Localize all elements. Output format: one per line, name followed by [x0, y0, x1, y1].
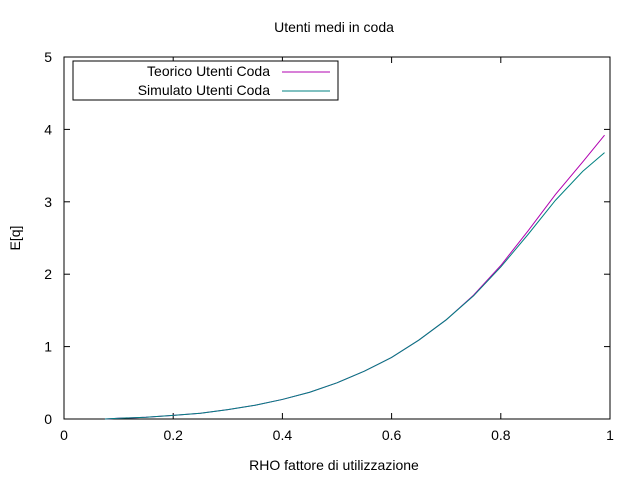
x-tick-label: 1: [606, 427, 614, 443]
y-tick-label: 5: [44, 49, 52, 65]
x-axis: 0 0.2 0.4 0.6 0.8 1: [60, 57, 614, 443]
legend-label-simulato: Simulato Utenti Coda: [138, 82, 271, 98]
plot-frame: [63, 56, 611, 420]
legend-box: [72, 60, 339, 101]
x-tick-label: 0.6: [382, 427, 402, 443]
legend-label-teorico: Teorico Utenti Coda: [147, 63, 270, 79]
series-line-simulato: [104, 152, 605, 420]
y-tick-label: 3: [44, 194, 52, 210]
x-tick-label: 0.2: [163, 427, 183, 443]
y-tick-label: 2: [44, 266, 52, 282]
y-axis: 0 1 2 3 4 5: [44, 49, 610, 427]
x-tick-label: 0: [60, 427, 68, 443]
x-tick-label: 0.4: [273, 427, 293, 443]
y-tick-label: 1: [44, 339, 52, 355]
y-axis-label: E[q]: [7, 226, 23, 251]
series-line-teorico: [104, 134, 605, 420]
y-tick-label: 0: [44, 411, 52, 427]
y-tick-label: 4: [44, 121, 52, 137]
x-axis-label: RHO fattore di utilizzazione: [249, 457, 419, 473]
legend: Teorico Utenti Coda Simulato Utenti Coda: [72, 60, 339, 101]
series-lines: [104, 134, 605, 420]
chart-title: Utenti medi in coda: [274, 19, 394, 35]
x-tick-label: 0.8: [491, 427, 511, 443]
